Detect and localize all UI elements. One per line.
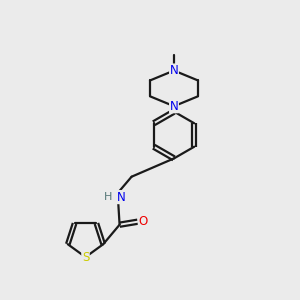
Text: O: O	[138, 215, 148, 228]
Text: N: N	[169, 100, 178, 113]
Text: S: S	[82, 250, 89, 264]
Text: N: N	[117, 190, 125, 204]
Text: H: H	[104, 192, 113, 202]
Text: N: N	[169, 64, 178, 77]
